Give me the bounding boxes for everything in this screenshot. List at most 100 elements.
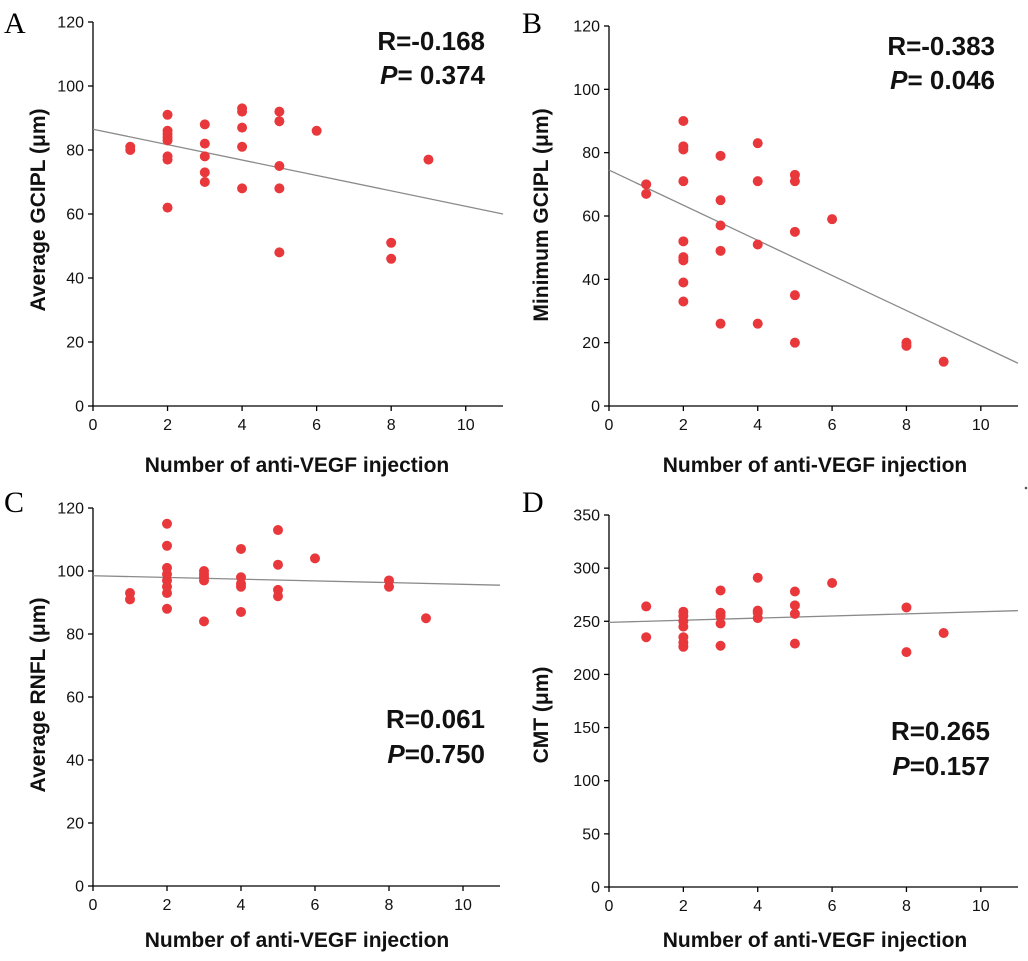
panel-b-y-tick-label: 20: [582, 335, 600, 352]
panel-c-data-point: [421, 613, 431, 624]
panel-d-data-point: [752, 572, 763, 583]
panel-d-p-letter: P: [892, 751, 910, 781]
panel-c-data-point: [162, 518, 172, 529]
panel-a-x-tick-label: 6: [312, 417, 321, 434]
panel-c: C Average RNFL (μm) Number of anti-VEGF …: [4, 486, 501, 952]
panel-b-data-point: [789, 176, 800, 187]
panel-a-data-point: [386, 237, 397, 248]
panel-b-data-point: [641, 179, 652, 190]
panel-d-x-tick-label: 2: [679, 898, 688, 915]
panel-a-x-tick-label: 8: [387, 417, 396, 434]
panel-a-trend-line: [92, 128, 504, 215]
panel-d-y-tick-label: 0: [591, 880, 600, 897]
panel-d-data-point: [789, 608, 800, 619]
panel-b-p-letter: P: [890, 65, 908, 95]
panel-a-p-value: P= 0.374: [380, 60, 485, 90]
panel-c-x-tick-label: 4: [237, 897, 246, 914]
panel-c-data-point: [273, 591, 283, 602]
panel-d-data-point: [715, 640, 726, 651]
panel-b-data-point: [678, 176, 689, 187]
panel-c-y-tick-label: 40: [66, 753, 84, 770]
panel-a-x-tick-label: 2: [163, 417, 172, 434]
panel-b-data-point: [789, 290, 800, 301]
panel-a-y-tick-label: 80: [66, 143, 84, 160]
panel-b-y-tick-label: 100: [573, 82, 600, 99]
panel-d-plot-area: 0 50 100 150 200 250 300 350 0 2 4 6 8 10: [573, 508, 1019, 915]
panel-b-trend-line: [608, 169, 1019, 364]
panel-d-data-point: [789, 638, 800, 649]
panel-a-data-point: [274, 116, 285, 127]
panel-b-data-point: [678, 255, 689, 266]
panel-b-data-point: [715, 245, 726, 256]
panel-a-data-point: [162, 202, 173, 213]
panel-b-x-tick-label: 6: [828, 417, 837, 434]
panel-b-plot-area: 0 20 40 60 80 100 120 0 2 4 6 8 10: [573, 19, 1019, 434]
panel-b-y-tick-label: 0: [591, 399, 600, 416]
panel-b-data-point: [678, 144, 689, 155]
panel-a-y-tick-label: 20: [66, 335, 84, 352]
panel-c-data-point: [273, 559, 283, 570]
panel-d-p-value: P=0.157: [892, 751, 990, 781]
panel-b-data-point: [827, 214, 838, 225]
panel-c-p-value: P=0.750: [387, 739, 485, 769]
panel-d-data-point: [641, 601, 652, 612]
panel-b-data-point: [752, 176, 763, 187]
panel-c-r-value: R=0.061: [386, 704, 485, 734]
panel-d-r-value: R=0.265: [891, 716, 990, 746]
panel-b-data-point: [789, 226, 800, 237]
panel-c-data-point: [125, 594, 135, 605]
panel-a-data-point: [162, 154, 173, 165]
panel-a-data-point: [311, 125, 322, 136]
panel-c-data-point: [310, 553, 320, 564]
panel-d-data-point: [901, 602, 912, 613]
panel-c-p-number: =0.750: [405, 739, 485, 769]
panel-b-data-point: [715, 150, 726, 161]
panel-c-data-point: [384, 581, 394, 592]
panel-b-data-point: [715, 318, 726, 329]
panel-b-data-point: [715, 195, 726, 206]
panel-a-data-point: [237, 122, 248, 133]
panel-a-data-point: [386, 253, 397, 264]
panel-b-data-point: [938, 356, 949, 367]
panel-b-data-point: [641, 188, 652, 199]
panel-a-x-axis-title: Number of anti-VEGF injection: [145, 454, 450, 477]
panel-a-data-point: [274, 161, 285, 171]
panel-a-data-point: [274, 247, 285, 258]
panel-a-data-point: [274, 183, 285, 194]
panel-d-data-point: [678, 641, 689, 652]
panel-c-y-tick-label: 80: [66, 627, 84, 644]
panel-a-data-point: [199, 119, 210, 130]
panel-d-y-tick-label: 250: [573, 614, 600, 631]
panel-a-p-letter: P: [380, 60, 398, 90]
panel-letter-c: C: [4, 486, 24, 519]
panel-a-data-point: [274, 106, 285, 117]
panel-b-p-value: P= 0.046: [890, 65, 995, 95]
panel-d-y-tick-label: 150: [573, 720, 600, 737]
panel-c-trend-line: [92, 575, 501, 586]
panel-a-data-point: [237, 106, 248, 117]
panel-a-data-point: [125, 145, 136, 155]
panel-a-data-point: [237, 141, 248, 152]
panel-d-data-point: [715, 618, 726, 629]
panel-letter-a: A: [4, 7, 26, 40]
panel-b-x-tick-label: 0: [605, 417, 614, 434]
panel-a-data-point: [199, 151, 210, 162]
panel-b-y-tick-label: 120: [573, 19, 600, 36]
panel-b-data-point: [678, 296, 689, 307]
panel-c-plot-area: 0 20 40 60 80 100 120 0 2 4 6 8 10: [57, 501, 501, 914]
panel-c-data-point: [162, 603, 172, 614]
panel-a-y-tick-label: 60: [66, 207, 84, 224]
panel-d-data-point: [789, 600, 800, 611]
panel-d-data-point: [901, 647, 912, 658]
panel-b-data-point: [678, 116, 689, 126]
panel-d-y-tick-label: 300: [573, 561, 600, 578]
panel-c-data-point: [199, 616, 209, 627]
panel-c-data-point: [236, 581, 246, 592]
panel-letter-b: B: [522, 7, 542, 40]
panel-a-data-point: [199, 138, 210, 149]
panel-d-x-tick-label: 6: [828, 898, 837, 915]
panel-d-y-tick-label: 200: [573, 667, 600, 684]
panel-c-y-tick-label: 0: [75, 879, 84, 896]
panel-d-data-point: [715, 610, 726, 621]
panel-d-data-point: [827, 578, 838, 589]
